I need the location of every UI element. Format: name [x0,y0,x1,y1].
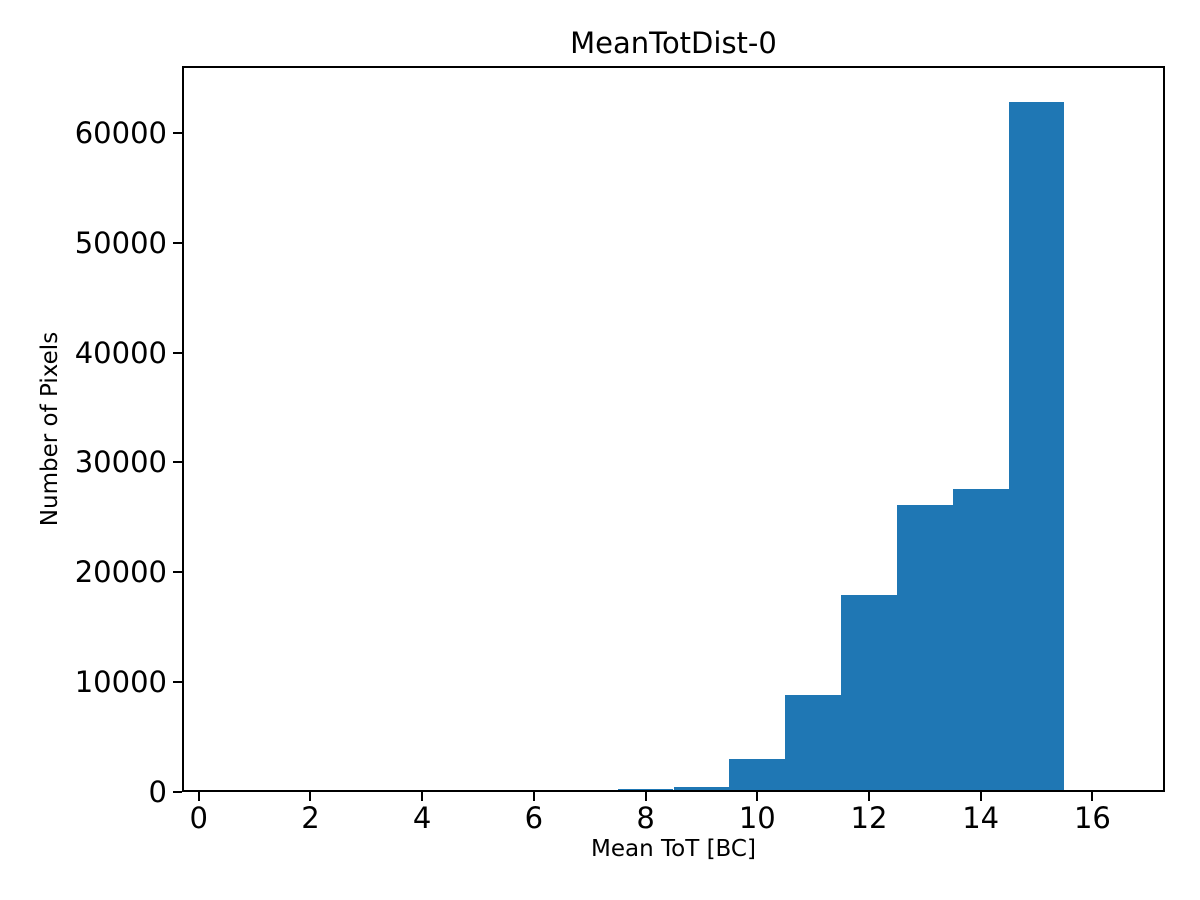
y-tick-label: 20000 [74,555,167,590]
x-tick-label: 4 [412,801,432,835]
y-tick-mark [173,571,182,574]
y-tick-mark [173,461,182,464]
histogram-bar [841,594,897,792]
chart-title: MeanTotDist-0 [570,26,777,60]
y-tick-mark [173,131,182,134]
histogram-bar [729,759,786,792]
x-tick-label: 16 [1073,801,1111,835]
y-tick-label: 40000 [74,335,167,370]
x-tick-mark [421,792,424,801]
y-tick-mark [173,791,182,793]
x-tick-label: 6 [524,801,544,835]
y-tick-label: 60000 [74,115,167,150]
x-tick-mark [644,792,647,801]
x-tick-mark [197,792,200,801]
x-tick-label: 8 [636,801,655,835]
y-tick-mark [173,351,182,354]
x-tick-label: 10 [738,801,776,835]
x-tick-label: 2 [301,801,320,835]
y-tick-label: 50000 [74,225,167,260]
y-tick-label: 10000 [74,665,167,700]
histogram-bar [785,695,842,792]
y-tick-mark [173,681,182,684]
histogram-bar [952,488,1009,792]
x-tick-mark [979,792,982,801]
x-tick-label: 12 [850,801,888,835]
x-tick-label: 14 [962,801,1000,835]
y-tick-label: 0 [148,775,167,809]
x-tick-mark [1091,792,1094,801]
y-tick-label: 30000 [74,445,167,480]
y-tick-mark [173,241,182,244]
histogram-bar [896,505,953,792]
histogram-bar [673,786,730,792]
histogram-bar [1008,101,1065,792]
x-tick-mark [309,792,312,801]
x-tick-mark [867,792,870,801]
x-axis-label: Mean ToT [BC] [591,836,756,862]
x-tick-mark [532,792,535,801]
x-tick-label: 0 [189,801,208,835]
x-tick-mark [756,792,759,801]
